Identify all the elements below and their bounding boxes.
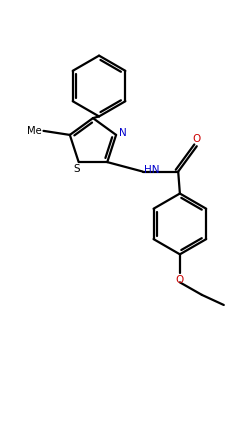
Text: O: O [193, 133, 201, 143]
Text: Me: Me [27, 126, 42, 136]
Text: S: S [74, 164, 80, 174]
Text: O: O [176, 275, 184, 285]
Text: N: N [119, 128, 127, 138]
Text: HN: HN [144, 165, 159, 175]
